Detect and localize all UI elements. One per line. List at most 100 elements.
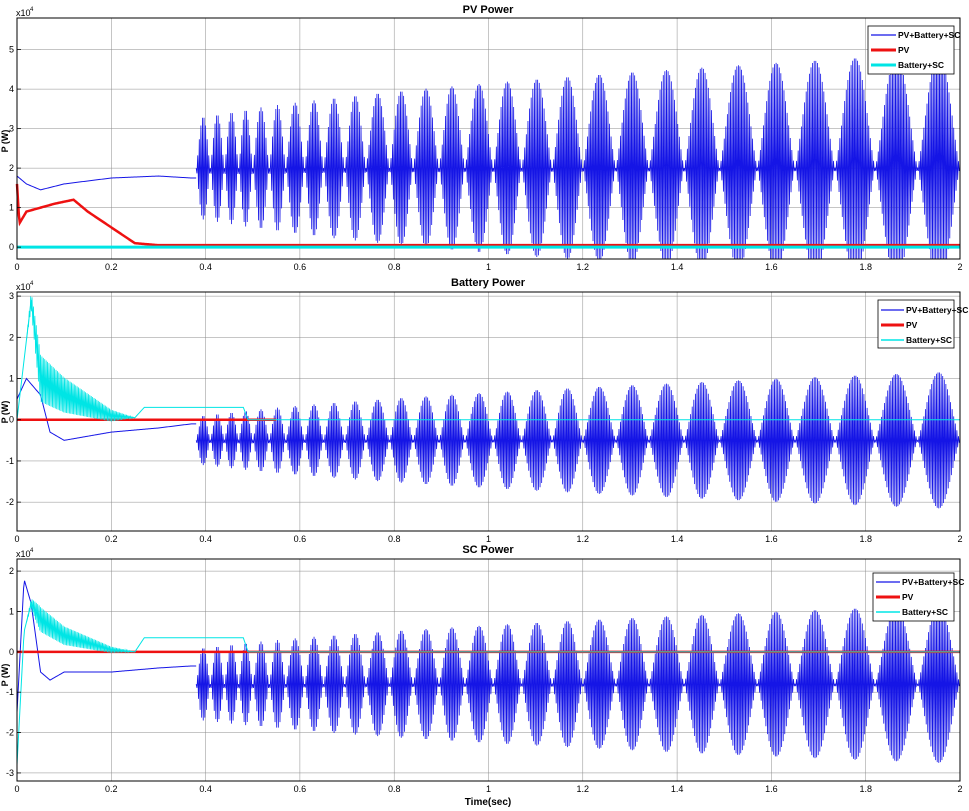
battery-power-x-tick-label-3: 0.6 (294, 534, 307, 544)
sc-power-series-pv-battery-sc-oscillation (195, 605, 961, 763)
sc-power-y-exponent-power: 4 (30, 548, 34, 554)
battery-power-series-pv-battery-sc-oscillation (195, 372, 961, 509)
sc-power-y-exponent: x10 4 (16, 548, 34, 559)
pv-power-panel: PV Power x10 4 P (W) 0 1 2 3 4 5 0 0.2 0.4 0.6 0.… (0, 4, 963, 272)
sc-power-x-tick-label-0: 0 (14, 784, 19, 794)
battery-power-legend: PV+Battery+SC PV Battery+SC (877, 299, 968, 349)
pv-power-legend-pv: PV (898, 45, 910, 55)
pv-power-x-tick-label-0: 0 (14, 262, 19, 272)
battery-power-x-tick-label-5: 1 (486, 534, 491, 544)
battery-power-y-exponent-base: x10 (16, 282, 31, 292)
sc-power-x-tick-label-3: 0.6 (294, 784, 307, 794)
pv-power-series-pv-line (15, 183, 960, 247)
pv-power-y-tick-label-5: 5 (9, 45, 14, 55)
pv-power-x-tick-label-5: 1 (486, 262, 491, 272)
battery-power-axes-box (16, 291, 961, 532)
battery-power-y-axis-label: P (W) (0, 401, 10, 424)
battery-power-y-ticks: -2 -1 0 1 2 3 (6, 291, 21, 507)
battery-power-series-battery-sc-oscillation (26, 296, 135, 422)
sc-power-x-tick-label-2: 0.4 (199, 784, 212, 794)
battery-power-y-tick-label-4: 2 (9, 332, 14, 342)
battery-power-x-tick-label-9: 1.8 (859, 534, 872, 544)
x-axis-label: Time(sec) (465, 797, 512, 808)
sc-power-y-tick-label-0: -3 (6, 768, 14, 778)
pv-power-series (15, 53, 961, 260)
pv-power-x-tick-label-6: 1.2 (577, 262, 590, 272)
battery-power-legend-battery-sc: Battery+SC (906, 335, 952, 345)
battery-power-y-tick-label-2: 0 (9, 415, 14, 425)
sc-power-series-pv-battery-sc-line (16, 580, 197, 713)
pv-power-x-tick-label-4: 0.8 (388, 262, 401, 272)
battery-power-panel: Battery Power x10 4 P (W) -2 -1 0 1 2 3 0 0.2 0… (0, 277, 968, 544)
sc-power-x-tick-label-6: 1.2 (577, 784, 590, 794)
sc-power-legend-pv: PV (902, 592, 914, 602)
sc-power-legend-battery-sc: Battery+SC (902, 607, 948, 617)
sc-power-legend-pv-battery-sc: PV+Battery+SC (902, 577, 964, 587)
pv-power-x-tick-label-7: 1.4 (671, 262, 684, 272)
pv-power-y-tick-label-1: 1 (9, 203, 14, 213)
sc-power-panel: SC Power x10 4 P (W) -3 -2 -1 0 1 2 0 0.2 0.4 0.… (0, 544, 964, 794)
battery-power-x-tick-label-1: 0.2 (105, 534, 118, 544)
pv-power-y-exponent: x10 4 (16, 7, 34, 18)
sc-power-series (16, 580, 961, 765)
sc-power-y-ticks: -3 -2 -1 0 1 2 (6, 566, 21, 778)
sc-power-x-tick-label-7: 1.4 (671, 784, 684, 794)
sc-power-x-tick-label-5: 1 (486, 784, 491, 794)
sc-power-x-ticks: 0 0.2 0.4 0.6 0.8 1 1.2 1.4 1.6 1.8 2 (14, 784, 962, 794)
sc-power-axes-box (16, 558, 961, 782)
sc-power-y-exponent-base: x10 (16, 549, 31, 559)
battery-power-legend-pv: PV (906, 320, 918, 330)
pv-power-legend: PV+Battery+SC PV Battery+SC (867, 25, 960, 75)
sc-power-x-tick-label-10: 2 (957, 784, 962, 794)
pv-power-y-tick-label-3: 3 (9, 124, 14, 134)
battery-power-x-ticks: 0 0.2 0.4 0.6 0.8 1 1.2 1.4 1.6 1.8 2 (14, 534, 962, 544)
sc-power-y-tick-label-2: -1 (6, 687, 14, 697)
pv-power-x-ticks: 0 0.2 0.4 0.6 0.8 1 1.2 1.4 1.6 1.8 2 (14, 262, 962, 272)
pv-power-y-ticks: 0 1 2 3 4 5 (9, 45, 21, 252)
battery-power-x-tick-label-10: 2 (957, 534, 962, 544)
pv-power-y-tick-label-4: 4 (9, 84, 14, 94)
sc-power-series-battery-sc-oscillation (26, 599, 135, 654)
pv-power-legend-battery-sc: Battery+SC (898, 60, 944, 70)
sc-power-legend: PV+Battery+SC PV Battery+SC (872, 572, 964, 622)
sc-power-y-tick-label-1: -2 (6, 728, 14, 738)
battery-power-y-tick-label-5: 3 (9, 291, 14, 301)
battery-power-y-tick-label-0: -2 (6, 497, 14, 507)
battery-power-legend-pv-battery-sc: PV+Battery+SC (906, 305, 968, 315)
pv-power-y-axis-label: P (W) (0, 130, 10, 153)
battery-power-title: Battery Power (451, 277, 526, 289)
pv-power-y-exponent-base: x10 (16, 8, 31, 18)
pv-power-title: PV Power (463, 4, 514, 16)
pv-power-x-tick-label-1: 0.2 (105, 262, 118, 272)
pv-power-y-tick-label-0: 0 (9, 242, 14, 252)
battery-power-series (16, 296, 961, 509)
sc-power-y-tick-label-3: 0 (9, 647, 14, 657)
pv-power-x-tick-label-3: 0.6 (294, 262, 307, 272)
sc-power-y-tick-label-4: 1 (9, 606, 14, 616)
battery-power-y-exponent: x10 4 (16, 281, 34, 292)
pv-power-x-tick-label-8: 1.6 (765, 262, 778, 272)
sc-power-x-tick-label-9: 1.8 (859, 784, 872, 794)
pv-power-x-tick-label-10: 2 (957, 262, 962, 272)
pv-power-x-tick-label-9: 1.8 (859, 262, 872, 272)
battery-power-y-tick-label-1: -1 (6, 456, 14, 466)
battery-power-x-tick-label-7: 1.4 (671, 534, 684, 544)
pv-power-series-pv-battery-sc-oscillation (195, 53, 961, 260)
battery-power-x-tick-label-2: 0.4 (199, 534, 212, 544)
pv-power-y-tick-label-2: 2 (9, 163, 14, 173)
battery-power-x-tick-label-4: 0.8 (388, 534, 401, 544)
sc-power-series-battery-sc-line (16, 602, 960, 765)
pv-power-x-tick-label-2: 0.4 (199, 262, 212, 272)
pv-power-y-exponent-power: 4 (30, 7, 34, 13)
pv-power-legend-pv-battery-sc: PV+Battery+SC (898, 30, 960, 40)
pv-power-axes-box (16, 17, 961, 260)
battery-power-series-battery-sc-line (16, 300, 960, 421)
battery-power-y-exponent-power: 4 (30, 281, 34, 287)
sc-power-y-axis-label: P (W) (0, 664, 10, 687)
battery-power-x-tick-label-0: 0 (14, 534, 19, 544)
pv-power-series-pv-battery-sc-line (16, 175, 197, 191)
sc-power-x-tick-label-8: 1.6 (765, 784, 778, 794)
battery-power-y-tick-label-3: 1 (9, 374, 14, 384)
battery-power-x-tick-label-6: 1.2 (577, 534, 590, 544)
